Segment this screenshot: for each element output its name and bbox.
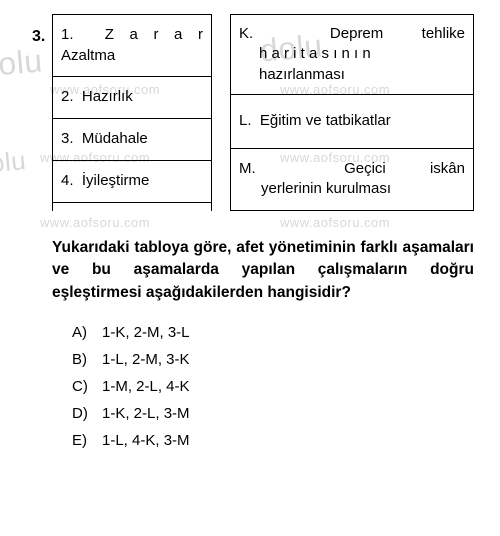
cell-text: Müdahale [82,129,148,149]
cell-text: Azaltma [61,46,203,66]
cell-text: h a r i t a s ı n ı n [239,44,465,64]
cell-number: K. [239,25,253,42]
table-row: 4. İyileştirme [53,161,211,203]
cell-text: Deprem [330,25,383,42]
table-row: 1. Z a r a r Azaltma [53,15,211,77]
table-row: 3. Müdahale [53,119,211,161]
cell-number: 3. [61,129,74,149]
cell-text: yerlerinin kurulması [239,179,465,199]
option-text: 1-K, 2-L, 3-M [102,405,190,422]
option-text: 1-K, 2-M, 3-L [102,324,190,341]
table-row: L. Eğitim ve tatbikatlar [231,95,473,149]
option-b[interactable]: B) 1-L, 2-M, 3-K [72,351,480,368]
question-number: 3. [32,28,45,46]
options-list: A) 1-K, 2-M, 3-L B) 1-L, 2-M, 3-K C) 1-M… [72,324,480,449]
option-text: 1-L, 4-K, 3-M [102,432,190,449]
option-text: 1-L, 2-M, 3-K [102,351,190,368]
cell-number: 4. [61,171,74,191]
option-c[interactable]: C) 1-M, 2-L, 4-K [72,378,480,395]
right-table: K. Deprem tehlike h a r i t a s ı n ı n … [230,14,474,211]
question-text: Yukarıdaki tabloya göre, afet yönetimini… [52,237,480,304]
table-row: K. Deprem tehlike h a r i t a s ı n ı n … [231,15,473,95]
cell-number: L. [239,111,252,131]
option-a[interactable]: A) 1-K, 2-M, 3-L [72,324,480,341]
option-letter: A) [72,324,102,341]
cell-text: Hazırlık [82,87,133,107]
option-e[interactable]: E) 1-L, 4-K, 3-M [72,432,480,449]
cell-number: 1. [61,26,74,43]
table-row: M. Geçici iskân yerlerinin kurulması [231,149,473,211]
cell-text: hazırlanması [239,65,465,85]
option-d[interactable]: D) 1-K, 2-L, 3-M [72,405,480,422]
cell-text: tehlike [422,25,465,42]
left-table: 1. Z a r a r Azaltma 2. Hazırlık 3. Müda… [52,14,212,211]
option-letter: C) [72,378,102,395]
tables-container: 1. Z a r a r Azaltma 2. Hazırlık 3. Müda… [52,14,480,211]
cell-text: İyileştirme [82,171,150,191]
cell-text: iskân [430,160,465,177]
option-text: 1-M, 2-L, 4-K [102,378,190,395]
cell-text: Z a r a r [105,26,203,43]
option-letter: E) [72,432,102,449]
cell-text: Geçici [344,160,386,177]
option-letter: D) [72,405,102,422]
option-letter: B) [72,351,102,368]
cell-number: M. [239,160,256,177]
cell-text: Eğitim ve tatbikatlar [260,111,391,131]
cell-number: 2. [61,87,74,107]
table-row: 2. Hazırlık [53,77,211,119]
